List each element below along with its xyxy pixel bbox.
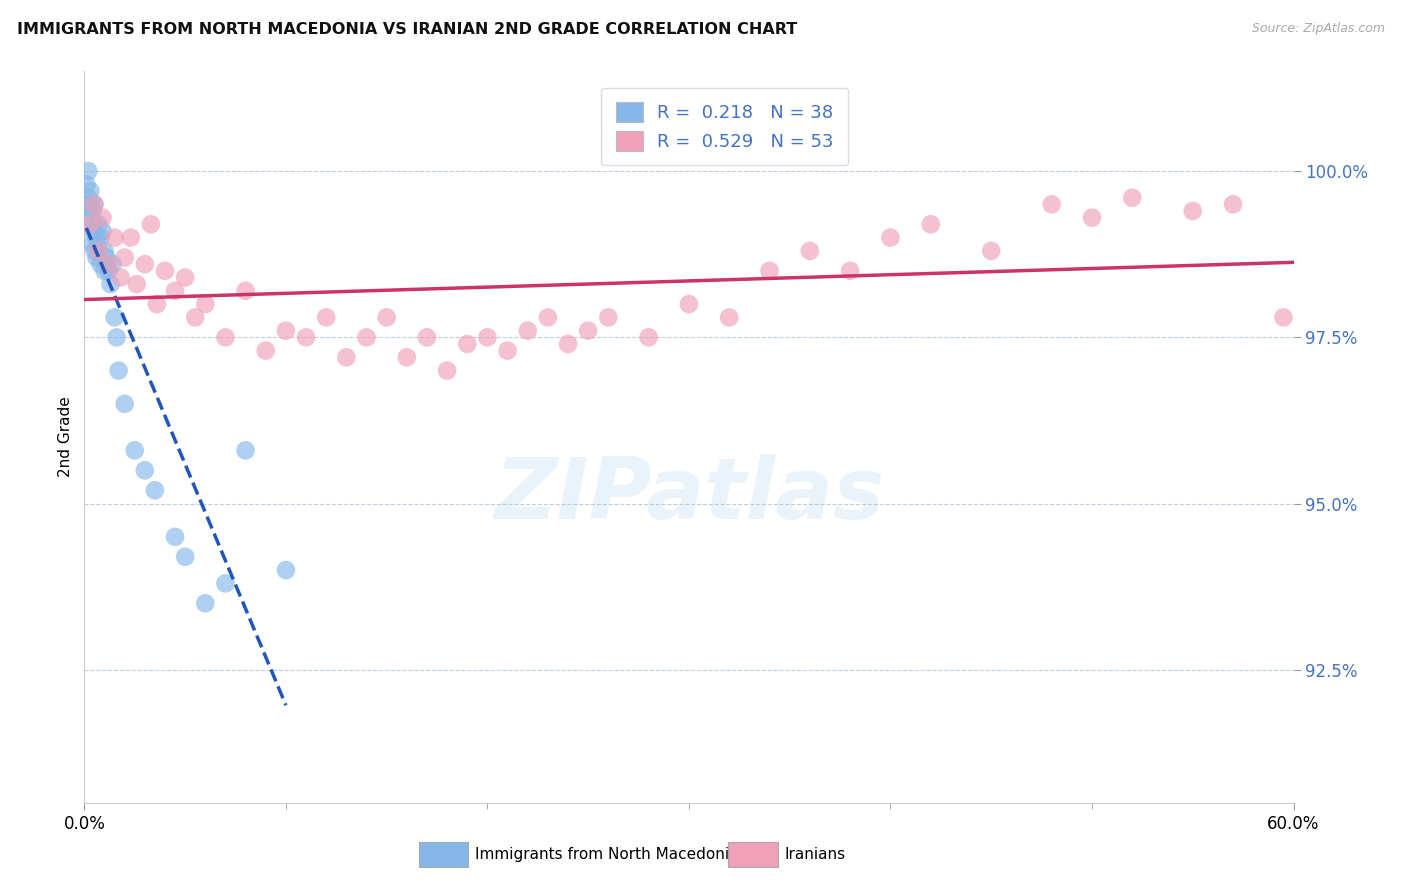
Point [110, 270, 132, 285]
Point [77, 164, 100, 178]
Point [194, 297, 217, 311]
Point [107, 363, 129, 377]
Point [82, 224, 104, 238]
Point [1272, 310, 1295, 325]
Point [97, 264, 120, 278]
Point [516, 324, 538, 338]
Point [79, 184, 101, 198]
Point [82, 237, 104, 252]
Point [104, 230, 127, 244]
Point [104, 310, 127, 325]
Point [87, 244, 110, 258]
Point [235, 443, 257, 458]
Point [134, 463, 156, 477]
Point [1181, 204, 1204, 219]
Point [174, 270, 197, 285]
Point [143, 483, 166, 498]
Point [83, 197, 105, 211]
Point [456, 337, 478, 351]
Point [79, 217, 101, 231]
Point [295, 330, 318, 344]
Point [120, 230, 142, 244]
Point [124, 443, 146, 458]
Point [86, 251, 108, 265]
Point [83, 217, 105, 231]
Point [93, 264, 115, 278]
Point [1081, 211, 1104, 225]
Point [254, 343, 277, 358]
Point [146, 297, 169, 311]
Point [879, 230, 901, 244]
Point [758, 264, 780, 278]
Point [134, 257, 156, 271]
Point [537, 310, 560, 325]
Point [335, 351, 357, 365]
Point [165, 284, 187, 298]
Point [477, 330, 499, 344]
Point [1121, 191, 1143, 205]
Point [214, 330, 236, 344]
Point [91, 211, 114, 225]
Point [557, 337, 579, 351]
Point [96, 251, 118, 265]
Point [87, 244, 110, 258]
Point [79, 211, 101, 225]
Point [174, 549, 197, 564]
Point [153, 264, 176, 278]
Point [75, 178, 97, 192]
Point [1040, 197, 1063, 211]
Point [194, 596, 217, 610]
Point [87, 217, 110, 231]
Point [165, 530, 187, 544]
Point [79, 197, 101, 211]
Point [576, 324, 599, 338]
Point [100, 277, 122, 292]
Point [799, 244, 821, 258]
Point [637, 330, 659, 344]
Point [93, 244, 115, 258]
Point [77, 191, 100, 205]
Point [139, 217, 162, 231]
Point [235, 284, 257, 298]
Point [83, 197, 105, 211]
Point [356, 330, 378, 344]
Point [114, 251, 136, 265]
Point [274, 563, 297, 577]
Point [184, 310, 207, 325]
Point [315, 310, 337, 325]
Point [125, 277, 148, 292]
Text: Source: ZipAtlas.com: Source: ZipAtlas.com [1251, 22, 1385, 36]
Point [436, 363, 458, 377]
Point [86, 230, 108, 244]
Point [416, 330, 439, 344]
Point [91, 224, 114, 238]
Text: IMMIGRANTS FROM NORTH MACEDONIA VS IRANIAN 2ND GRADE CORRELATION CHART: IMMIGRANTS FROM NORTH MACEDONIA VS IRANI… [17, 22, 797, 37]
Point [89, 257, 111, 271]
Point [274, 324, 297, 338]
Point [82, 204, 104, 219]
Point [718, 310, 741, 325]
Point [678, 297, 700, 311]
Point [83, 244, 105, 258]
Point [89, 230, 111, 244]
Point [375, 310, 398, 325]
Legend: R =  0.218   N = 38, R =  0.529   N = 53: R = 0.218 N = 38, R = 0.529 N = 53 [602, 87, 848, 165]
Point [496, 343, 519, 358]
Point [105, 330, 128, 344]
Point [920, 217, 942, 231]
Point [101, 257, 124, 271]
Point [1222, 197, 1244, 211]
Point [839, 264, 862, 278]
Point [114, 397, 136, 411]
Text: Immigrants from North Macedonia: Immigrants from North Macedonia [475, 847, 738, 862]
Point [97, 257, 120, 271]
Point [598, 310, 620, 325]
Text: ZIPatlas: ZIPatlas [494, 454, 884, 537]
Point [395, 351, 418, 365]
Text: Iranians: Iranians [785, 847, 845, 862]
Point [980, 244, 1002, 258]
Point [214, 576, 236, 591]
Y-axis label: 2nd Grade: 2nd Grade [58, 397, 73, 477]
